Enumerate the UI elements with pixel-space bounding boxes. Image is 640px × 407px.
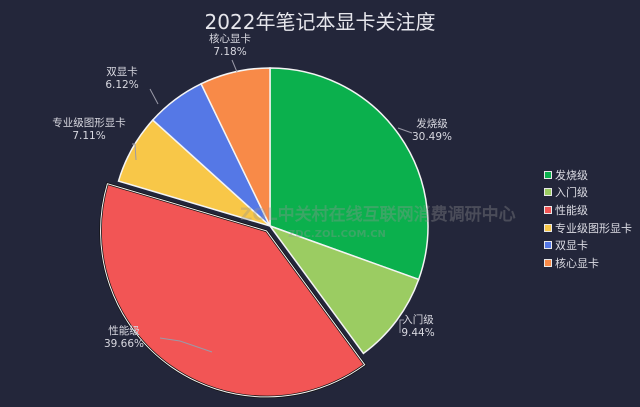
- watermark-url: ZDC.ZOL.COM.CN: [288, 229, 386, 240]
- pie-slice: [267, 224, 420, 355]
- legend-swatch-icon: [544, 241, 552, 250]
- slice-label: 双显卡 6.12%: [77, 66, 167, 92]
- slice-label: 发烧级 30.49%: [387, 118, 477, 144]
- slice-label-name: 专业级图形显卡: [52, 117, 126, 129]
- pie-slice: [200, 67, 271, 227]
- legend-item[interactable]: 发烧级: [544, 166, 632, 184]
- slice-label-name: 入门级: [402, 314, 434, 326]
- slice-label-value: 7.11%: [72, 130, 106, 142]
- legend-label: 入门级: [555, 186, 588, 200]
- legend-item[interactable]: 性能级: [544, 201, 632, 219]
- chart-title: 2022年笔记本显卡关注度: [204, 10, 436, 34]
- legend-item[interactable]: 入门级: [544, 184, 632, 202]
- leader-line: [397, 127, 413, 134]
- slice-label: 性能级 39.66%: [79, 325, 169, 351]
- legend-swatch-icon: [544, 205, 552, 214]
- legend-label: 专业级图形显卡: [555, 221, 632, 235]
- pie-slice: [100, 183, 366, 398]
- legend-label: 双显卡: [555, 239, 588, 253]
- slice-label-value: 9.44%: [401, 327, 435, 339]
- slice-label-name: 核心显卡: [209, 33, 251, 45]
- slice-label-name: 性能级: [108, 325, 140, 337]
- legend-item[interactable]: 专业级图形显卡: [544, 219, 632, 237]
- legend-item[interactable]: 核心显卡: [544, 254, 632, 272]
- leader-line: [132, 143, 137, 161]
- pie-slice: [269, 67, 429, 281]
- legend: 发烧级入门级性能级专业级图形显卡 双显卡核心显卡: [544, 166, 632, 272]
- slice-label-name: 双显卡: [106, 66, 138, 78]
- watermark-text: ZOL中关村在线互联网消费调研中心: [240, 205, 516, 225]
- slice-label-value: 7.18%: [213, 46, 247, 58]
- legend-label: 发烧级: [555, 168, 588, 182]
- slice-label-name: 发烧级: [416, 118, 448, 130]
- slice-label-value: 30.49%: [411, 131, 453, 143]
- leader-line: [231, 59, 238, 73]
- legend-swatch-icon: [544, 170, 552, 179]
- leader-line: [159, 337, 213, 353]
- legend-label: 性能级: [555, 203, 588, 217]
- legend-swatch-icon: [544, 223, 552, 232]
- slice-label: 入门级 9.44%: [373, 314, 463, 340]
- slice-label: 核心显卡 7.18%: [185, 33, 275, 59]
- leader-line: [399, 319, 404, 333]
- slice-label-value: 6.12%: [105, 79, 139, 91]
- legend-label: 核心显卡: [555, 256, 599, 270]
- legend-swatch-icon: [544, 188, 552, 197]
- leader-line: [149, 88, 159, 105]
- legend-swatch-icon: [544, 258, 552, 267]
- slice-label-value: 39.66%: [103, 338, 145, 350]
- slice-label: 专业级图形显卡 7.11%: [44, 117, 134, 143]
- legend-item[interactable]: 双显卡: [544, 236, 632, 254]
